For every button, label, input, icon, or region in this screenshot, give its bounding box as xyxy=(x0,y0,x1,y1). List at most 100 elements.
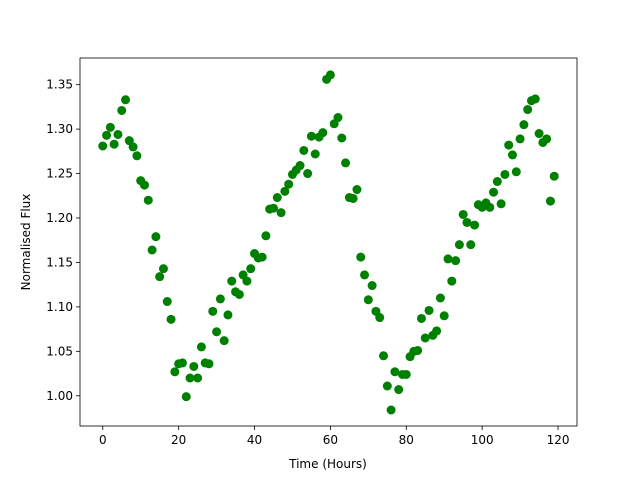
data-point xyxy=(318,128,328,138)
data-point xyxy=(193,373,203,383)
data-point xyxy=(337,133,347,143)
data-point xyxy=(284,179,294,189)
x-tick-label: 20 xyxy=(171,433,186,447)
y-tick-label: 1.20 xyxy=(46,211,73,225)
data-point xyxy=(189,361,199,371)
data-point xyxy=(432,326,442,336)
data-point xyxy=(234,289,244,299)
data-point xyxy=(242,276,252,286)
data-point xyxy=(325,70,335,80)
data-point xyxy=(158,264,168,274)
data-point xyxy=(98,141,108,151)
data-point xyxy=(496,199,506,209)
data-point xyxy=(470,220,480,230)
data-point xyxy=(523,105,533,115)
data-point xyxy=(379,351,389,361)
data-point xyxy=(352,185,362,195)
data-point xyxy=(155,272,165,282)
y-tick-label: 1.05 xyxy=(46,344,73,358)
data-point xyxy=(394,385,404,395)
y-tick-label: 1.10 xyxy=(46,300,73,314)
data-point xyxy=(416,313,426,323)
data-point xyxy=(162,297,172,307)
y-tick-label: 1.30 xyxy=(46,122,73,136)
data-point xyxy=(139,180,149,190)
data-point xyxy=(542,134,552,144)
data-point xyxy=(132,151,142,161)
data-point xyxy=(215,294,225,304)
data-point xyxy=(508,150,518,160)
data-point xyxy=(109,139,119,149)
data-point xyxy=(451,256,461,266)
data-point xyxy=(227,276,237,286)
data-point xyxy=(121,95,131,105)
data-point xyxy=(299,145,309,155)
data-point xyxy=(276,208,286,218)
data-point xyxy=(386,405,396,415)
y-tick-label: 1.35 xyxy=(46,78,73,92)
data-point xyxy=(519,120,529,130)
plot-frame xyxy=(79,57,578,427)
data-point xyxy=(280,186,290,196)
data-point xyxy=(177,358,187,368)
data-point xyxy=(511,167,521,177)
data-point xyxy=(390,367,400,377)
x-tick-label: 0 xyxy=(99,433,107,447)
x-tick-label: 120 xyxy=(547,433,570,447)
y-tick-label: 1.25 xyxy=(46,167,73,181)
data-point xyxy=(439,311,449,321)
data-point xyxy=(341,158,351,168)
data-point xyxy=(458,209,468,219)
data-point xyxy=(447,276,457,286)
data-point xyxy=(462,217,472,227)
data-point xyxy=(443,254,453,264)
data-point xyxy=(295,161,305,171)
data-point xyxy=(420,333,430,343)
data-point xyxy=(102,130,112,140)
data-point xyxy=(333,113,343,123)
x-axis-label: Time (Hours) xyxy=(288,457,367,471)
data-point xyxy=(204,359,214,369)
y-tick-label: 1.00 xyxy=(46,389,73,403)
x-tick-label: 100 xyxy=(471,433,494,447)
data-point xyxy=(360,270,370,280)
data-point xyxy=(212,327,222,337)
data-point xyxy=(500,169,510,179)
data-point xyxy=(356,252,366,262)
data-point xyxy=(219,336,229,346)
data-point xyxy=(117,105,127,115)
data-point xyxy=(363,295,373,305)
data-point xyxy=(196,342,206,352)
data-point xyxy=(489,187,499,197)
data-point xyxy=(181,392,191,402)
data-point xyxy=(401,369,411,379)
data-point xyxy=(424,305,434,315)
data-point xyxy=(306,131,316,141)
data-point xyxy=(223,310,233,320)
x-tick-label: 80 xyxy=(399,433,414,447)
data-point xyxy=(504,140,514,150)
data-point xyxy=(166,314,176,324)
data-point xyxy=(113,129,123,139)
data-point xyxy=(515,134,525,144)
data-point xyxy=(382,381,392,391)
y-axis-label: Normalised Flux xyxy=(19,194,33,291)
data-point xyxy=(545,196,555,206)
data-point xyxy=(268,203,278,213)
data-point xyxy=(492,177,502,187)
data-point xyxy=(435,293,445,303)
data-point xyxy=(530,94,540,104)
data-point xyxy=(272,193,282,203)
data-point xyxy=(261,231,271,241)
data-point xyxy=(348,193,358,203)
data-point xyxy=(208,306,218,316)
data-point xyxy=(143,195,153,205)
data-point xyxy=(105,122,115,132)
data-point xyxy=(485,202,495,212)
data-point xyxy=(170,367,180,377)
data-point xyxy=(257,252,267,262)
data-point xyxy=(185,373,195,383)
data-point xyxy=(534,129,544,139)
data-point xyxy=(246,264,256,274)
